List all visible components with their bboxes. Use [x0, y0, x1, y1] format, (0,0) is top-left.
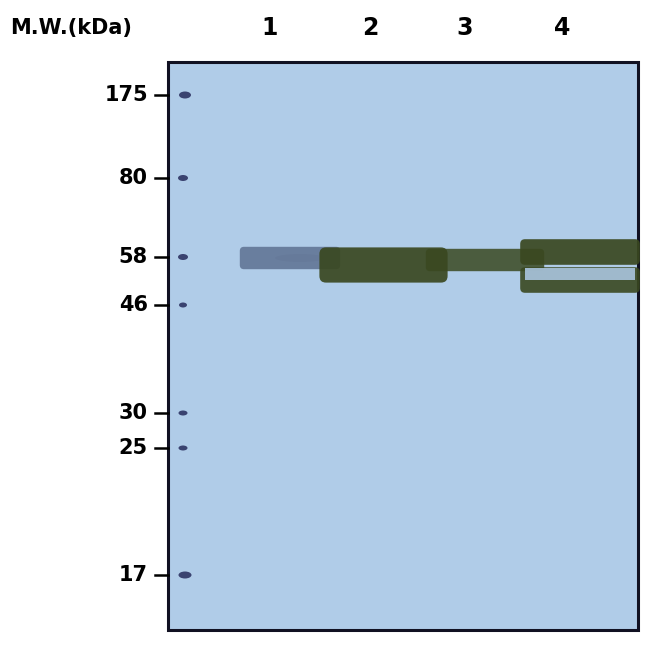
Bar [525, 268, 635, 280]
Ellipse shape [179, 445, 187, 451]
Text: 3: 3 [457, 16, 473, 40]
Text: 30: 30 [119, 403, 148, 423]
Text: 17: 17 [119, 565, 148, 585]
Text: 46: 46 [119, 295, 148, 315]
FancyBboxPatch shape [240, 247, 340, 269]
Ellipse shape [179, 571, 192, 579]
Text: 1: 1 [262, 16, 278, 40]
Bar [168, 62, 638, 630]
Ellipse shape [179, 91, 191, 98]
FancyBboxPatch shape [520, 267, 640, 293]
Ellipse shape [178, 175, 188, 181]
FancyBboxPatch shape [319, 247, 448, 283]
Ellipse shape [275, 254, 325, 262]
Text: M.W.(kDa): M.W.(kDa) [10, 18, 132, 38]
Text: 80: 80 [119, 168, 148, 188]
Ellipse shape [179, 302, 187, 308]
Text: 25: 25 [119, 438, 148, 458]
Text: 4: 4 [554, 16, 570, 40]
Ellipse shape [178, 254, 188, 260]
Text: 2: 2 [362, 16, 378, 40]
Text: 58: 58 [119, 247, 148, 267]
FancyBboxPatch shape [426, 249, 544, 271]
FancyBboxPatch shape [520, 239, 640, 265]
Text: 175: 175 [105, 85, 148, 105]
Ellipse shape [179, 411, 187, 415]
